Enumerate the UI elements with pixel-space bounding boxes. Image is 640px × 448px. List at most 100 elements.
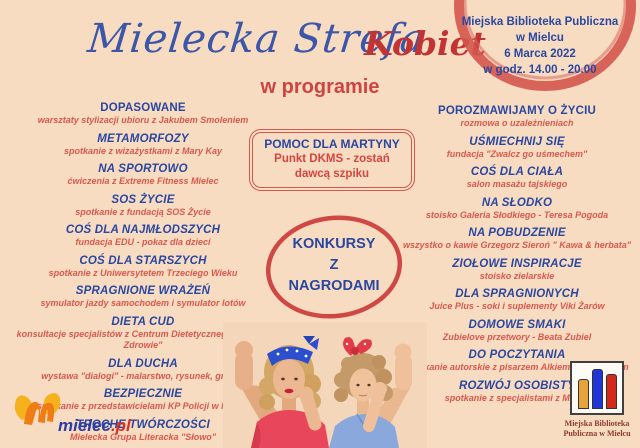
- program-list-left: DOPASOWANE warsztaty stylizacji ubioru z…: [8, 101, 278, 448]
- program-item: SOS ŻYCIE spotkanie z fundacją SOS Życie: [8, 193, 278, 219]
- help-box-inner-frame: POMOC DLA MARTYNY Punkt DKMS - zostań da…: [252, 132, 412, 188]
- program-item: COŚ DLA CIAŁA salon masażu tajskiego: [398, 165, 636, 191]
- program-item-description: salon masażu tajskiego: [466, 179, 568, 189]
- program-item: ROZWÓJ OSOBISTY spotkanie z specjalistam…: [398, 379, 636, 405]
- program-item: NA SŁODKO stoisko Galeria Słodkiego - Te…: [398, 196, 636, 222]
- program-item-title: COŚ DLA STARSZYCH: [79, 254, 207, 267]
- mielec-butterfly-icon: [14, 393, 61, 425]
- poster-title-script: Mielecka Strefa: [85, 16, 428, 62]
- mielec-wordmark: mielec.pl: [58, 416, 131, 436]
- program-item-description: spotkanie z specjalistami z MARR: [444, 392, 590, 403]
- program-item-description: ćwiczenia z Extreme Fitness Mielec: [67, 176, 219, 186]
- program-item-description: fundacja EDU - pokaz dla dzieci: [75, 237, 211, 247]
- brush-circle-decoration: [454, 0, 636, 91]
- contest-line3: NAGRODAMI: [288, 278, 380, 294]
- program-item-title: NA SPORTOWO: [98, 163, 188, 175]
- program-item-title: DOPASOWANE: [100, 102, 186, 114]
- library-caption: Miejska Biblioteka Publiczna w Mielcu: [563, 419, 631, 439]
- program-item-title: BEZPIECZNIE: [103, 388, 183, 400]
- program-item-title: DO POCZYTANIA: [468, 349, 566, 361]
- book-blue: [591, 369, 603, 409]
- help-box-title: POMOC DLA MARTYNY: [264, 137, 400, 151]
- program-item-title: DLA DUCHA: [108, 357, 178, 370]
- program-item-description: spotkanie z Uniwersytetem Trzeciego Wiek…: [48, 267, 238, 278]
- book-red: [605, 374, 617, 409]
- mielec-name: mielec: [58, 416, 111, 435]
- book-yellow: [577, 379, 589, 409]
- program-item-description: rozmowa o uzależnieniach: [460, 118, 574, 128]
- library-logo: Miejska Biblioteka Publiczna w Mielcu: [563, 361, 631, 439]
- program-item-title: METAMORFOZY: [97, 132, 189, 145]
- program-item: DLA SPRAGNIONYCH Juice Plus - soki i sup…: [398, 287, 636, 313]
- program-item: METAMORFOZY spotkanie z wizażystkami z M…: [8, 132, 278, 158]
- program-item: POROZMAWIJAMY O ŻYCIU rozmowa o uzależni…: [398, 104, 636, 130]
- help-box-subtitle: Punkt DKMS - zostań dawcą szpiku: [274, 153, 390, 180]
- program-item: SPRAGNIONE WRAŻEŃ symulator jazdy samoch…: [8, 284, 278, 310]
- program-item-title: NA POBUDZENIE: [468, 227, 566, 239]
- program-item-description: spotkanie z przedstawicielami KP Policji…: [36, 401, 250, 411]
- program-item-description: wystawa "dialogi" - malarstwo, rysunek, …: [41, 370, 245, 381]
- program-item-title: POROZMAWIJAMY O ŻYCIU: [438, 105, 596, 117]
- contest-circle-decoration: [265, 215, 403, 319]
- program-item-title: DIETA CUD: [111, 315, 175, 328]
- woman-figure: [235, 336, 329, 448]
- program-item-description: spotkanie autorskie z pisarzem Alkiem Ro…: [405, 362, 629, 372]
- program-item-title: DOMOWE SMAKI: [468, 318, 566, 331]
- library-books-icon: [570, 361, 624, 415]
- event-venue-line1: Miejska Biblioteka Publiczna: [461, 16, 619, 28]
- event-hours: w godz. 14.00 - 20.00: [483, 64, 597, 76]
- contest-line1: KONKURSY: [292, 236, 376, 252]
- program-item: DOPASOWANE warsztaty stylizacji ubioru z…: [8, 101, 278, 127]
- event-info-badge: Miejska Biblioteka Publiczna w Mielcu 6 …: [450, 14, 630, 78]
- program-item: DIETA CUD konsultacje specjalistów z Cen…: [8, 315, 278, 352]
- program-item: NA SPORTOWO ćwiczenia z Extreme Fitness …: [8, 162, 278, 188]
- program-item-title: SOS ŻYCIE: [111, 193, 175, 206]
- program-item-title: NA SŁODKO: [481, 196, 553, 209]
- library-caption-line2: Publiczna w Mielcu: [563, 429, 631, 438]
- program-item-description: Mielecka Grupa Literacka "Słowo": [69, 431, 217, 442]
- program-item-description: symulator jazdy samochodem i symulator l…: [40, 298, 246, 308]
- program-item-title: SPRAGNIONE WRAŻEŃ: [75, 285, 211, 297]
- program-item: TROCHĘ TWÓRCZOŚCI Mielecka Grupa Literac…: [8, 418, 278, 444]
- program-list-right: POROZMAWIJAMY O ŻYCIU rozmowa o uzależni…: [398, 104, 636, 409]
- photo-woman-and-child: [223, 322, 427, 448]
- program-item: NA POBUDZENIE wszystko o kawie Grzegorz …: [398, 226, 636, 252]
- program-item-description: Zubielove przetwory - Beata Zubiel: [442, 331, 592, 342]
- program-item: DOMOWE SMAKI Zubielove przetwory - Beata…: [398, 318, 636, 344]
- program-item-description: konsultacje specjalistów z Centrum Diete…: [16, 328, 270, 351]
- program-item-description: fundacja "Zwalcz go uśmechem": [446, 148, 588, 159]
- program-section-heading: w programie: [260, 76, 380, 98]
- contest-badge: KONKURSY Z NAGRODAMI: [262, 212, 406, 322]
- program-item-title: ZIOŁOWE INSPIRACJE: [452, 257, 582, 270]
- program-item-description: stoisko Galeria Słodkiego - Teresa Pogod…: [425, 209, 609, 220]
- program-item-description: spotkanie z wizażystkami z Mary Kay: [63, 145, 223, 156]
- program-item-title: TROCHĘ TWÓRCZOŚCI: [76, 418, 210, 431]
- program-item-description: warsztaty stylizacji ubioru z Jakubem Sm…: [37, 115, 249, 125]
- event-venue-line2: w Mielcu: [516, 32, 564, 44]
- program-item: BEZPIECZNIE spotkanie z przedstawicielam…: [8, 387, 278, 413]
- program-item: COŚ DLA NAJMŁODSZYCH fundacja EDU - poka…: [8, 223, 278, 249]
- help-for-martyna-box: POMOC DLA MARTYNY Punkt DKMS - zostań da…: [249, 129, 415, 191]
- program-item-description: wszystko o kawie Grzegorz Sieroń " Kawa …: [402, 240, 632, 250]
- program-item-title: ROZWÓJ OSOBISTY: [458, 379, 576, 392]
- program-item-description: Juice Plus - soki i suplementy Viki Żaró…: [429, 301, 605, 311]
- program-item-title: COŚ DLA CIAŁA: [470, 166, 564, 178]
- event-date: 6 Marca 2022: [504, 48, 576, 60]
- contest-line2: Z: [329, 257, 339, 273]
- child-figure: [329, 337, 412, 448]
- program-item-description: spotkanie z fundacją SOS Życie: [75, 206, 211, 217]
- library-caption-line1: Miejska Biblioteka: [564, 419, 630, 428]
- program-item-description: stoisko zielarskie: [479, 270, 555, 281]
- program-item: ZIOŁOWE INSPIRACJE stoisko zielarskie: [398, 257, 636, 283]
- mielec-pl-logo: mielec.pl: [12, 386, 162, 444]
- program-item: UŚMIECHNIJ SIĘ fundacja "Zwalcz go uśmec…: [398, 135, 636, 161]
- program-item: COŚ DLA STARSZYCH spotkanie z Uniwersyte…: [8, 254, 278, 280]
- program-item: DLA DUCHA wystawa "dialogi" - malarstwo,…: [8, 357, 278, 383]
- program-item: DO POCZYTANIA spotkanie autorskie z pisa…: [398, 348, 636, 374]
- contest-text: KONKURSY Z NAGRODAMI: [262, 234, 406, 297]
- program-item-title: UŚMIECHNIJ SIĘ: [469, 135, 565, 148]
- program-item-title: COŚ DLA NAJMŁODSZYCH: [65, 224, 221, 236]
- program-item-title: DLA SPRAGNIONYCH: [455, 288, 579, 300]
- mielec-tld: .pl: [110, 416, 131, 435]
